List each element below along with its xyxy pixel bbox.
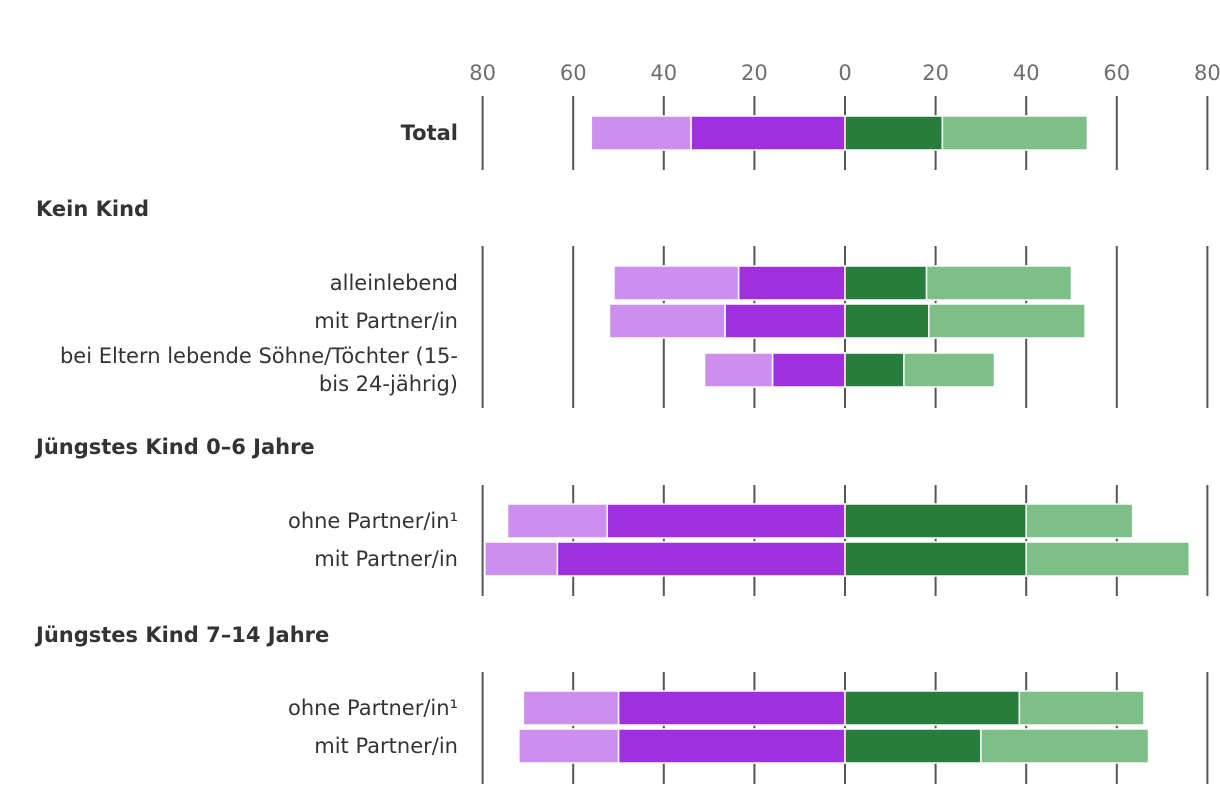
chart-group: Kein Kind alleinlebend mit Partner/in bei E…: [36, 197, 1209, 408]
chart-group: Jüngstes Kind 7–14 Jahre ohne Partner/in¹…: [34, 623, 1209, 784]
bar-right-outer: [1018, 690, 1145, 726]
bar-right-outer: [1025, 541, 1191, 577]
bar-left-outer: [613, 265, 740, 301]
row-label: ohne Partner/in¹: [288, 509, 458, 533]
x-tick-label: 0: [838, 61, 851, 85]
row-label: Total: [401, 121, 458, 145]
bar-right-outer: [925, 265, 1073, 301]
bar-left-inner: [737, 265, 846, 301]
bar-left-inner: [556, 541, 846, 577]
x-tick-label: 20: [922, 61, 949, 85]
bar-right-outer: [980, 728, 1150, 764]
group-title: Kein Kind: [36, 197, 149, 221]
bar-left-outer: [518, 728, 620, 764]
bar-right-inner: [844, 503, 1027, 539]
bar-left-outer: [590, 115, 692, 151]
bar-right-outer: [903, 352, 996, 388]
x-tick-label: 60: [560, 61, 587, 85]
bar-left-inner: [724, 303, 846, 339]
bar-right-outer: [941, 115, 1089, 151]
row-label: alleinlebend: [330, 271, 458, 295]
bar-right-inner: [844, 265, 928, 301]
x-tick-label: 80: [1194, 61, 1220, 85]
x-tick-label: 60: [1103, 61, 1130, 85]
row-label: bei Eltern lebende Söhne/Töchter (15-: [60, 344, 458, 368]
bar-left-inner: [771, 352, 846, 388]
chart-group: Total: [401, 96, 1209, 170]
bar-left-outer: [608, 303, 726, 339]
x-tick-label: 40: [650, 61, 677, 85]
x-tick-label: 20: [741, 61, 768, 85]
x-tick-label: 40: [1013, 61, 1040, 85]
bar-right-inner: [844, 541, 1027, 577]
row-label: mit Partner/in: [314, 547, 458, 571]
row-label: mit Partner/in: [314, 309, 458, 333]
bar-right-outer: [928, 303, 1086, 339]
x-tick-label: 80: [469, 61, 496, 85]
bar-left-inner: [606, 503, 846, 539]
row-label: mit Partner/in: [314, 734, 458, 758]
bar-left-outer: [703, 352, 774, 388]
bar-left-inner: [690, 115, 846, 151]
bar-right-inner: [844, 303, 930, 339]
bar-left-inner: [617, 690, 846, 726]
row-label: ohne Partner/in¹: [288, 696, 458, 720]
row-label: bis 24-jährig): [319, 372, 458, 396]
bar-right-inner: [844, 115, 944, 151]
bar-right-inner: [844, 690, 1021, 726]
x-axis-tick-labels: 80 60 40 20 0 20 40 60 80: [469, 61, 1220, 85]
bar-left-outer: [522, 690, 620, 726]
bar-left-inner: [617, 728, 846, 764]
bar-left-outer: [484, 541, 559, 577]
bar-left-outer: [506, 503, 608, 539]
bar-right-outer: [1025, 503, 1134, 539]
group-title: Jüngstes Kind 7–14 Jahre: [34, 623, 329, 647]
bar-right-inner: [844, 352, 905, 388]
group-title: Jüngstes Kind 0–6 Jahre: [34, 435, 315, 459]
bar-right-inner: [844, 728, 982, 764]
chart-group: Jüngstes Kind 0–6 Jahre ohne Partner/in¹ m…: [34, 435, 1209, 596]
chart-groups: Total Kein Kind alleinlebend mit Partner/in…: [34, 96, 1209, 784]
